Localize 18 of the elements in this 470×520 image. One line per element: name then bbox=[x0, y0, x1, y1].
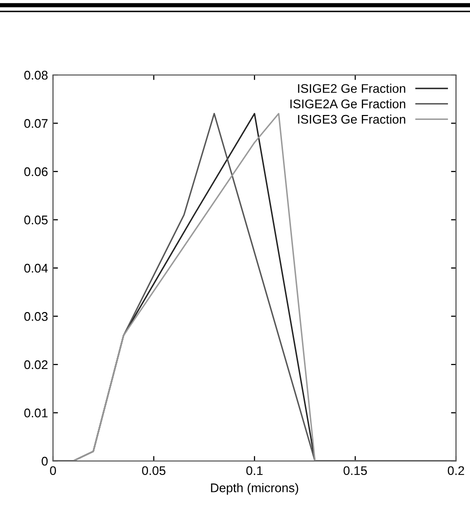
x-tick-label: 0.15 bbox=[344, 466, 367, 476]
y-tick-label: 0.02 bbox=[24, 360, 48, 370]
x-tick-label: 0.05 bbox=[142, 466, 166, 476]
y-tick-label: 0 bbox=[42, 456, 48, 466]
y-tick-label: 0.05 bbox=[24, 216, 48, 224]
y-tick-label: 0.04 bbox=[24, 264, 48, 273]
x-axis-title: Depth (microns) bbox=[211, 483, 298, 495]
x-tick-label: 0.2 bbox=[448, 466, 464, 476]
x-tick-label: 0.1 bbox=[246, 466, 263, 476]
legend-label: ISIGE2A Ge Fraction bbox=[290, 99, 406, 108]
x-tick-label: 0 bbox=[50, 466, 56, 476]
y-tick-label: 0.01 bbox=[24, 408, 48, 418]
y-tick-label: 0.03 bbox=[24, 312, 48, 321]
y-tick-label: 0.07 bbox=[24, 119, 48, 128]
legend-label: ISIGE2 Ge Fraction bbox=[298, 84, 406, 93]
y-tick-label: 0.08 bbox=[24, 70, 48, 80]
y-tick-label: 0.06 bbox=[24, 167, 48, 176]
legend-label: ISIGE3 Ge Fraction bbox=[298, 114, 406, 124]
